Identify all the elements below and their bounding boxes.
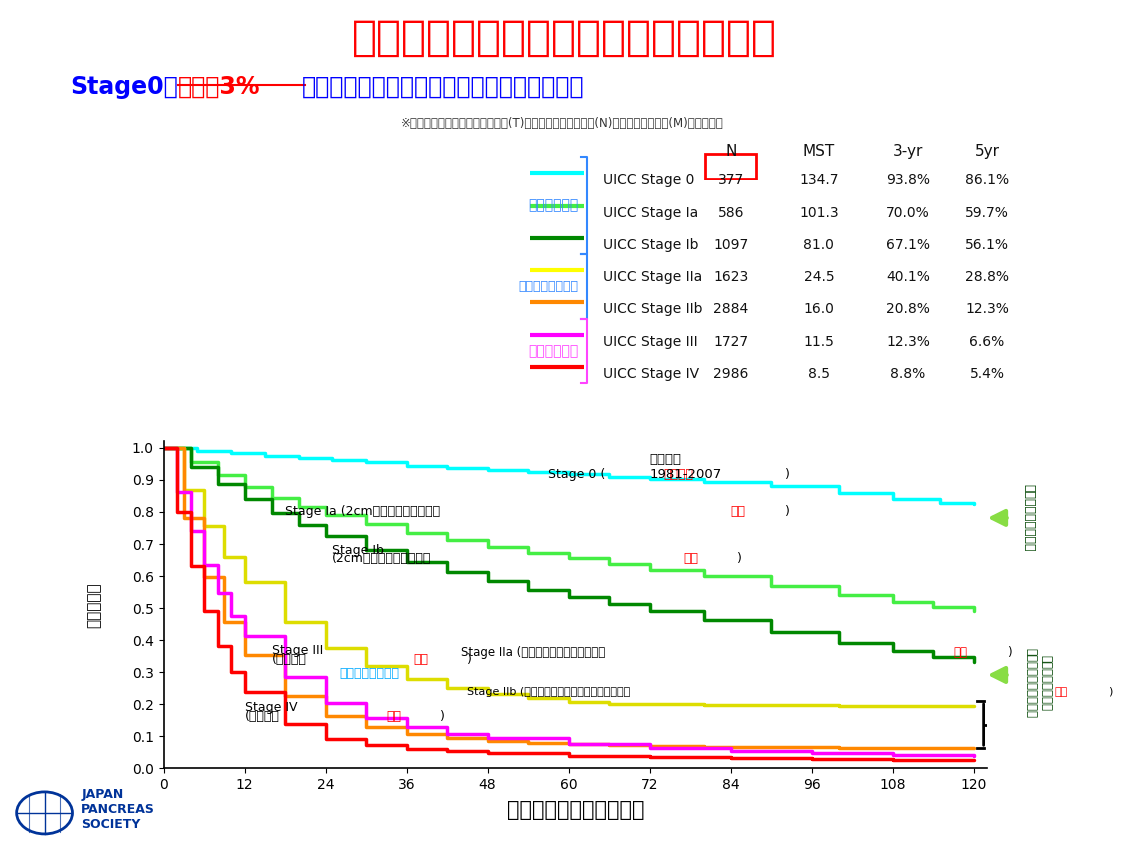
Text: 70.0%: 70.0%: [887, 205, 929, 220]
Text: 56.1%: 56.1%: [964, 238, 1010, 252]
Text: 5yr: 5yr: [975, 144, 999, 160]
Text: Stage III: Stage III: [272, 644, 323, 656]
Text: JAPAN
PANCREAS
SOCIETY: JAPAN PANCREAS SOCIETY: [81, 788, 155, 831]
Text: UICC Stage III: UICC Stage III: [603, 335, 698, 349]
Text: (2cm以上、リンパ節転移: (2cm以上、リンパ節転移: [333, 552, 432, 565]
Text: 24.5: 24.5: [803, 270, 835, 284]
Text: 切除可能境界膵癌: 切除可能境界膵癌: [519, 280, 579, 293]
Text: 586: 586: [717, 205, 744, 220]
Text: あり: あり: [386, 711, 402, 723]
Text: UICC Stage IV: UICC Stage IV: [603, 367, 699, 381]
Text: ): ): [1007, 646, 1012, 659]
Text: 3-yr: 3-yr: [893, 144, 923, 160]
Text: なし: なし: [684, 552, 698, 565]
Text: ): ): [467, 653, 473, 666]
Text: 膵癌ステージ（癌の進行度）と生存率: 膵癌ステージ（癌の進行度）と生存率: [352, 17, 776, 59]
Text: 67.1%: 67.1%: [885, 238, 931, 252]
Y-axis label: 累積生存率: 累積生存率: [87, 582, 102, 627]
Text: 1097: 1097: [713, 238, 749, 252]
Text: 12.3%: 12.3%: [966, 302, 1008, 317]
Text: あり: あり: [1055, 687, 1068, 697]
Text: なし: なし: [953, 646, 967, 659]
Text: ): ): [784, 505, 790, 518]
Text: UICC Stage 0: UICC Stage 0: [603, 173, 695, 188]
Text: Stage Ib: Stage Ib: [333, 543, 385, 557]
Text: 40.1%: 40.1%: [887, 270, 929, 284]
Text: 外科切除による予後: 外科切除による予後: [1022, 484, 1036, 552]
Text: 8.5: 8.5: [808, 367, 830, 381]
Text: ※　腫瘍径や周囲の血管への浸潤(T)、リンパ節転移の有無(N)、遠隔転移の有無(M)により規定: ※ 腫瘍径や周囲の血管への浸潤(T)、リンパ節転移の有無(N)、遠隔転移の有無(…: [400, 117, 723, 130]
Text: ): ): [440, 711, 446, 723]
Text: なし: なし: [731, 505, 746, 518]
Text: 外科を中心とする
集学的治療による予後: 外科を中心とする 集学的治療による予後: [1024, 649, 1052, 718]
Text: (遠隔転移: (遠隔転移: [245, 711, 280, 723]
Text: 81.0: 81.0: [803, 238, 835, 252]
Text: 20.8%: 20.8%: [887, 302, 929, 317]
Text: 93.8%: 93.8%: [885, 173, 931, 188]
Text: 切除不能膵癌: 切除不能膵癌: [528, 344, 579, 357]
Text: Stage IIa (膵外に進展、リンパ節転移: Stage IIa (膵外に進展、リンパ節転移: [460, 646, 605, 659]
Text: MST: MST: [803, 144, 835, 160]
Text: 8.8%: 8.8%: [890, 367, 926, 381]
Text: 28.8%: 28.8%: [964, 270, 1010, 284]
Text: ): ): [784, 468, 790, 481]
Text: UICC Stage Ib: UICC Stage Ib: [603, 238, 699, 252]
Text: 5.4%: 5.4%: [969, 367, 1005, 381]
X-axis label: 切除術後生存期間（月）: 切除術後生存期間（月）: [506, 801, 644, 820]
Text: Stage IV: Stage IV: [245, 701, 297, 714]
Text: 切除可能膵癌: 切除可能膵癌: [528, 199, 579, 212]
Text: 134.7: 134.7: [799, 173, 839, 188]
Text: Stage Ia (2cm以内、リンパ節転移: Stage Ia (2cm以内、リンパ節転移: [285, 505, 440, 518]
Text: 2986: 2986: [713, 367, 749, 381]
Text: 12.3%: 12.3%: [887, 335, 929, 349]
Text: Stage 0 (: Stage 0 (: [548, 468, 606, 481]
Text: 切除可能境界膵癌: 切除可能境界膵癌: [340, 667, 399, 680]
Text: ): ): [1109, 687, 1113, 697]
Text: 1623: 1623: [713, 270, 749, 284]
Text: 59.7%: 59.7%: [966, 205, 1008, 220]
Text: 6.6%: 6.6%: [969, 335, 1005, 349]
Text: 膵切除例
1981-2007: 膵切除例 1981-2007: [650, 453, 722, 481]
Text: 上皮内癌: 上皮内癌: [663, 468, 693, 481]
Text: 377: 377: [717, 173, 744, 188]
Text: N: N: [725, 144, 737, 160]
Text: Stage IIb (腫瘍サイズに関わらずリンパ節転移: Stage IIb (腫瘍サイズに関わらずリンパ節転移: [467, 687, 631, 697]
Text: ): ): [738, 552, 742, 565]
Text: 1727: 1727: [713, 335, 749, 349]
Text: 101.3: 101.3: [799, 205, 839, 220]
Text: (動脈浸潤: (動脈浸潤: [272, 653, 307, 666]
Text: UICC Stage IIb: UICC Stage IIb: [603, 302, 703, 317]
Text: あり: あり: [413, 653, 429, 666]
Text: ）で見つからないと、膵癌克服とは言えない: ）で見つからないと、膵癌克服とは言えない: [302, 75, 584, 98]
Text: UICC Stage Ia: UICC Stage Ia: [603, 205, 698, 220]
Text: 全体の3%: 全体の3%: [178, 75, 261, 98]
Text: 16.0: 16.0: [803, 302, 835, 317]
Text: 11.5: 11.5: [803, 335, 835, 349]
Text: UICC Stage IIa: UICC Stage IIa: [603, 270, 703, 284]
Text: 2884: 2884: [713, 302, 749, 317]
Text: Stage0（: Stage0（: [70, 75, 178, 98]
Text: 86.1%: 86.1%: [964, 173, 1010, 188]
